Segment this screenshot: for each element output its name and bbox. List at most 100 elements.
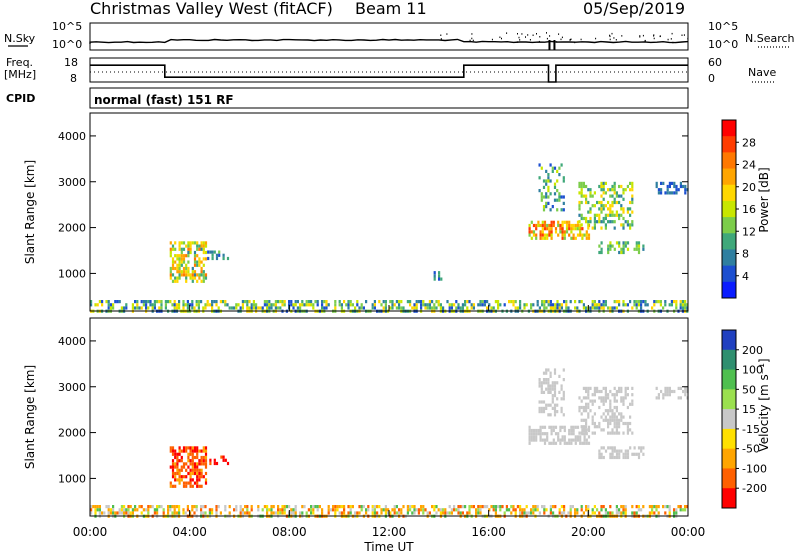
noise-search-mark [653,37,655,40]
heatmap-cell [296,300,299,304]
heatmap-cell [158,306,161,310]
heatmap-cell [314,505,317,509]
heatmap-cell [640,303,643,307]
heatmap-cell [145,303,148,307]
heatmap-cell [673,508,676,512]
heatmap-cell [178,481,181,485]
heatmap-cell [607,213,610,217]
heatmap-cell [162,508,165,512]
noise-search-mark [536,33,537,35]
heatmap-cell [191,462,194,466]
heatmap-cell [393,508,396,512]
heatmap-cell [677,188,680,192]
heatmap-cell [169,247,172,251]
heatmap-cell [475,508,478,512]
heatmap-cell [653,505,656,509]
heatmap-cell [255,306,258,310]
heatmap-cell [629,226,632,230]
heatmap-cell [490,306,493,310]
heatmap-cell [613,415,616,419]
heatmap-cell [174,455,177,460]
heatmap-cell [556,208,559,212]
heatmap-cell [200,471,203,476]
heatmap-cell [389,300,392,304]
heatmap-cell [187,452,190,456]
heatmap-cell [193,455,197,460]
heatmap-cell [151,303,154,307]
heatmap-cell [176,257,179,261]
heatmap-cell [338,303,341,307]
heatmap-cell [593,220,596,224]
heatmap-cell [167,508,170,512]
heatmap-cell [538,511,541,515]
heatmap-cell [637,247,641,251]
heatmap-cell [244,505,247,509]
heatmap-cell [514,300,517,304]
heatmap-cell [215,461,219,466]
heatmap-cell [193,273,197,277]
heatmap-cell [477,505,480,509]
heatmap-cell [217,306,220,310]
heatmap-cell [624,505,627,509]
heatmap-cell [598,200,601,205]
heatmap-cell [393,303,396,307]
heatmap-cell [626,207,629,211]
heatmap-cell [180,254,183,258]
heatmap-cell [316,300,319,304]
heatmap-cell [613,418,616,422]
heatmap-cell [145,306,148,310]
heatmap-cell [657,511,660,515]
heatmap-cell [439,508,442,512]
heatmap-cell [134,300,137,304]
heatmap-cell [182,508,185,512]
heatmap-cell [185,276,188,280]
heatmap-cell [334,300,337,304]
heatmap-cell [547,300,550,304]
heatmap-cell [186,303,189,307]
heatmap-cell [591,431,594,435]
heatmap-cell [609,204,612,208]
heatmap-cell [600,220,603,224]
heatmap-cell [90,300,93,304]
heatmap-cell [666,188,669,192]
heatmap-cell [675,511,678,515]
heatmap-cell [274,300,277,304]
noise-search-mark [681,34,683,36]
heatmap-cell [553,185,557,189]
heatmap-cell [664,389,667,394]
heatmap-cell [642,505,645,509]
heatmap-cell [215,505,218,509]
heatmap-cell [549,390,552,394]
heatmap-cell [356,300,359,304]
heatmap-cell [187,254,190,258]
heatmap-cell [546,227,549,231]
heatmap-cell [200,455,203,460]
heatmap-cell [530,508,533,512]
heatmap-cell [684,393,687,397]
heatmap-cell [600,455,603,460]
heatmap-cell [602,396,605,400]
heatmap-cell [266,306,269,310]
heatmap-cell [433,274,436,278]
heatmap-cell [545,371,548,375]
heatmap-cell [266,300,269,304]
heatmap-cell [96,303,99,307]
heatmap-cell [239,505,242,509]
heatmap-cell [116,300,119,304]
heatmap-cell [629,207,632,211]
heatmap-cell [532,432,536,436]
heatmap-cell [582,184,585,189]
heatmap-cell [598,303,601,307]
heatmap-cell [310,300,313,304]
y-tick-label: 1000 [58,267,86,280]
heatmap-cell [153,300,156,304]
heatmap-cell [589,399,592,403]
heatmap-cell [182,247,186,251]
heatmap-cell [107,306,110,310]
heatmap-cell [624,455,627,460]
heatmap-cell [609,511,612,515]
heatmap-cell [542,406,546,410]
heatmap-cell [182,462,186,466]
noise-search-mark [569,39,571,41]
